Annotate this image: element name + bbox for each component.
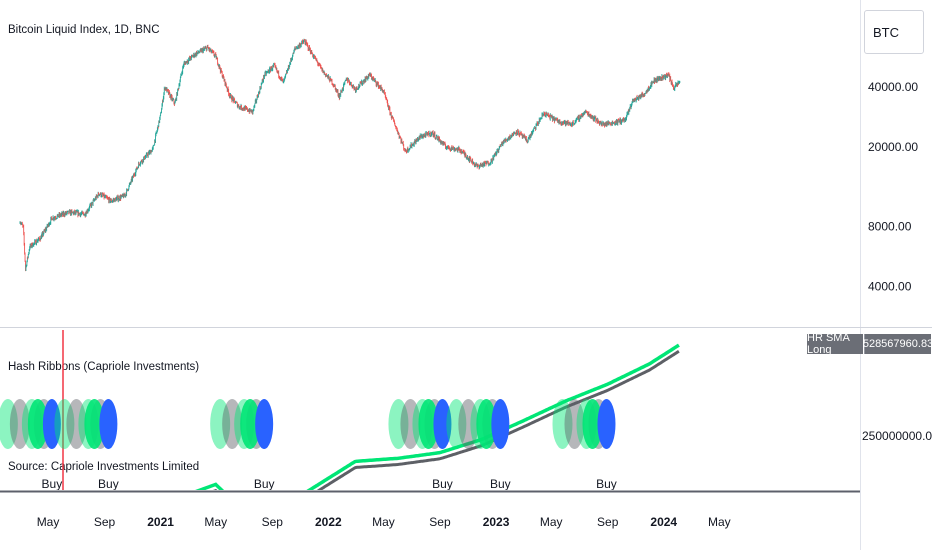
recovery-oval [240,399,261,449]
capitulation-oval [222,399,243,449]
price-tick-label: 4000.00 [868,279,912,293]
symbol-label: BTC [873,24,899,40]
capitulation-oval [66,399,87,449]
indicator-title: Hash Ribbons (Capriole Investments) [8,361,199,373]
price-tick-label: 8000.00 [868,219,912,233]
buy-oval [42,399,61,449]
price-axis[interactable]: 40000.00 20000.00 8000.00 4000.00 [868,80,918,293]
time-tick-label: May [204,515,227,529]
buy-signal[interactable]: Buy [552,399,617,491]
buy-signal-label: Buy [42,477,63,491]
time-tick-label: May [37,515,60,529]
chart-title: Bitcoin Liquid Index, 1D, BNC [8,24,160,36]
time-tick-label: May [540,515,563,529]
hr-sma-short-line [213,349,680,490]
capitulation-oval [400,399,421,449]
time-tick-label: Sep [94,515,116,529]
time-tick-label: Sep [262,515,284,529]
buy-signal-label: Buy [254,477,275,491]
hr-sma-long-value: 528567960.83 [863,334,932,354]
indicator-source: Source: Capriole Investments Limited [8,461,199,473]
capitulation-oval [564,399,585,449]
capitulation-oval [210,399,231,449]
recovery-oval [418,399,439,449]
time-tick-label: Sep [429,515,451,529]
recovery-oval [84,399,105,449]
time-tick-label: May [372,515,395,529]
buy-signal-label: Buy [596,477,617,491]
capitulation-oval [552,399,573,449]
buy-signal[interactable]: Buy [54,399,119,491]
buy-signal[interactable]: Buy [446,399,511,491]
capitulation-oval [388,399,409,449]
capitulation-oval [0,399,18,449]
symbol-selector-button[interactable]: BTC [864,10,924,54]
buy-signal-label: Buy [98,477,119,491]
buy-signal[interactable]: Buy [0,399,62,491]
buy-oval [433,399,452,449]
time-axis[interactable]: May Sep 2021 May Sep 2022 May Sep 2023 May Sep 2024… [37,515,731,529]
time-tick-label: 2021 [147,515,174,529]
price-tick-label: 40000.00 [868,80,918,94]
hr-sma-long-line [195,343,680,490]
price-pane[interactable] [19,38,681,272]
indicator-tick-label: 250000000.00 [862,429,932,443]
buy-signal[interactable]: Buy [388,399,453,491]
buy-oval [255,399,274,449]
capitulation-oval [54,399,75,449]
time-tick-label: May [708,515,731,529]
time-tick-label: 2024 [650,515,677,529]
time-tick-label: Sep [597,515,619,529]
buy-oval [491,399,510,449]
capitulation-oval [446,399,467,449]
recovery-oval [27,399,48,449]
buy-signal[interactable]: Buy [210,399,275,491]
recovery-oval [476,399,497,449]
hr-sma-long-label: HR SMA Long [807,332,863,356]
recovery-oval [582,399,603,449]
time-tick-label: 2023 [483,515,510,529]
buy-signal-label: Buy [490,477,511,491]
price-tick-label: 20000.00 [868,140,918,154]
indicator-axis[interactable]: 250000000.00 [862,429,932,443]
buy-oval [99,399,118,449]
buy-signal-label: Buy [432,477,453,491]
buy-oval [597,399,616,449]
capitulation-oval [9,399,30,449]
capitulation-oval [458,399,479,449]
time-tick-label: 2022 [315,515,342,529]
indicator-pane[interactable]: Buy Buy Buy Buy Buy Buy [0,330,680,531]
